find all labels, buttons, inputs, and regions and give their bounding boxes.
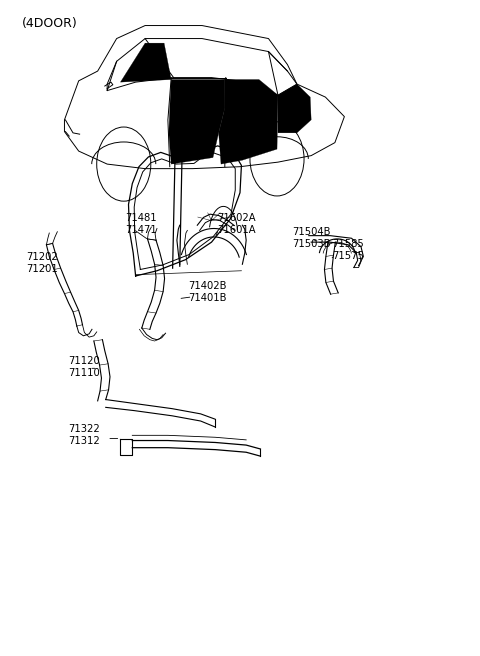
Text: 71602A
71601A: 71602A 71601A: [217, 213, 256, 235]
Polygon shape: [169, 79, 225, 164]
Polygon shape: [120, 43, 171, 82]
Text: 71322
71312: 71322 71312: [68, 424, 100, 445]
Text: (4DOOR): (4DOOR): [22, 17, 77, 30]
Text: 71202
71201: 71202 71201: [26, 252, 58, 274]
Text: 71402B
71401B: 71402B 71401B: [188, 281, 226, 303]
Text: 71585
71575: 71585 71575: [333, 239, 364, 261]
Polygon shape: [219, 79, 278, 164]
Text: 71481
71471: 71481 71471: [125, 213, 157, 235]
Text: 71504B
71503B: 71504B 71503B: [292, 227, 331, 249]
Polygon shape: [278, 84, 311, 133]
Text: 71120
71110: 71120 71110: [68, 356, 100, 378]
